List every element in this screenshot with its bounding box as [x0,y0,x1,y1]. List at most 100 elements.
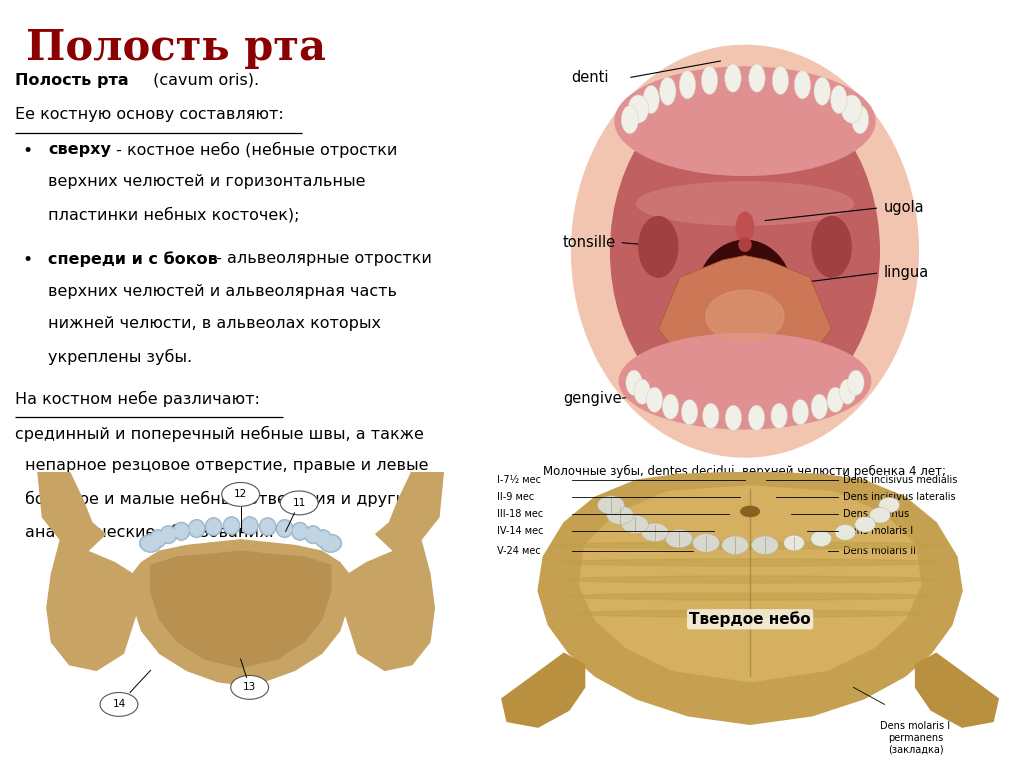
Ellipse shape [304,525,322,544]
Ellipse shape [812,216,851,277]
Ellipse shape [293,524,306,538]
Ellipse shape [607,506,634,525]
Ellipse shape [634,379,650,404]
Ellipse shape [554,542,946,549]
Text: III-18 мес: III-18 мес [497,509,543,519]
Ellipse shape [261,519,274,534]
Ellipse shape [276,519,293,538]
Ellipse shape [564,576,936,583]
Ellipse shape [851,106,868,133]
Polygon shape [340,540,434,670]
Ellipse shape [610,78,880,425]
Ellipse shape [855,517,876,532]
Text: анатомические образования.: анатомические образования. [25,523,273,540]
Polygon shape [151,551,331,667]
Text: 14: 14 [113,700,126,709]
Ellipse shape [646,387,663,413]
Ellipse shape [869,508,890,523]
Polygon shape [580,486,921,682]
Text: Dens incisivus medialis: Dens incisivus medialis [843,476,957,486]
Polygon shape [132,540,349,684]
Ellipse shape [207,519,220,534]
Text: нижней челюсти, в альвеолах которых: нижней челюсти, в альвеолах которых [48,316,381,331]
Ellipse shape [574,610,926,617]
Circle shape [100,693,138,716]
Text: - альвеолярные отростки: - альвеолярные отростки [211,252,432,266]
Ellipse shape [811,394,827,420]
Text: Dens molaris I
permanens
(закладка): Dens molaris I permanens (закладка) [881,722,950,755]
Text: Молочные зубы, dentes decidui, верхней челюсти ребенка 4 лет;
вид снизу: Молочные зубы, dentes decidui, верхней ч… [544,466,946,493]
Polygon shape [502,653,585,727]
Text: Dens molaris II: Dens molaris II [843,546,916,556]
Text: Dens incisivus lateralis: Dens incisivus lateralis [843,492,955,502]
Ellipse shape [772,66,788,94]
Text: большое и малые небные отверстия и другие: большое и малые небные отверстия и други… [25,491,416,507]
Text: I-7½ мес: I-7½ мес [497,476,541,486]
Ellipse shape [659,77,676,105]
Circle shape [230,676,268,700]
Ellipse shape [848,370,864,395]
Ellipse shape [259,518,276,536]
Text: ugola: ugola [884,200,925,216]
Circle shape [222,482,259,506]
Ellipse shape [598,495,625,514]
Ellipse shape [291,522,308,541]
Polygon shape [538,472,963,724]
Ellipse shape [223,516,240,535]
Ellipse shape [814,77,830,105]
Ellipse shape [160,525,177,544]
Ellipse shape [626,370,642,395]
Ellipse shape [559,559,941,566]
Ellipse shape [620,334,870,429]
Text: Полость рта: Полость рта [26,27,326,69]
Text: V-24 мес: V-24 мес [497,546,541,556]
Ellipse shape [827,387,844,413]
Text: верхних челюстей и альвеолярная часть: верхних челюстей и альвеолярная часть [48,284,397,299]
Text: gengive: gengive [563,391,622,406]
Ellipse shape [142,536,160,551]
Ellipse shape [692,534,720,552]
Text: сверху: сверху [48,142,111,157]
Ellipse shape [139,534,162,552]
Ellipse shape [173,522,190,541]
Text: lingua: lingua [884,265,929,281]
Ellipse shape [615,67,874,176]
Text: 12: 12 [234,489,247,499]
Text: срединный и поперечный небные швы, а также: срединный и поперечный небные швы, а так… [15,426,424,442]
Polygon shape [915,653,998,727]
Ellipse shape [188,519,205,538]
Ellipse shape [697,240,793,349]
Text: denti: denti [571,71,609,85]
Ellipse shape [225,518,239,533]
Text: Dens molaris I: Dens molaris I [843,526,913,536]
Ellipse shape [571,45,919,457]
Text: Ее костную основу составляют:: Ее костную основу составляют: [15,107,284,123]
Ellipse shape [639,216,678,277]
Text: укреплены зубы.: укреплены зубы. [48,349,193,365]
Ellipse shape [162,528,175,542]
Ellipse shape [306,528,319,542]
Circle shape [281,491,318,515]
Ellipse shape [622,106,639,133]
Text: спереди и с боков: спереди и с боков [48,252,218,267]
Ellipse shape [242,516,258,535]
Ellipse shape [622,515,648,534]
Text: На костном небе различают:: На костном небе различают: [15,391,260,407]
Text: 11: 11 [293,498,306,508]
Ellipse shape [830,85,847,114]
Text: IV-14 мес: IV-14 мес [497,526,543,536]
Polygon shape [47,540,141,670]
Ellipse shape [783,535,805,551]
Ellipse shape [243,518,256,533]
Ellipse shape [879,497,899,513]
Ellipse shape [663,394,679,420]
Ellipse shape [725,64,741,92]
Ellipse shape [701,66,718,94]
Text: пластинки небных косточек);: пластинки небных косточек); [48,207,299,222]
Ellipse shape [795,71,811,99]
Ellipse shape [322,536,339,551]
Ellipse shape [190,522,204,535]
Ellipse shape [725,405,741,430]
Ellipse shape [749,64,765,92]
Text: 13: 13 [243,683,256,693]
